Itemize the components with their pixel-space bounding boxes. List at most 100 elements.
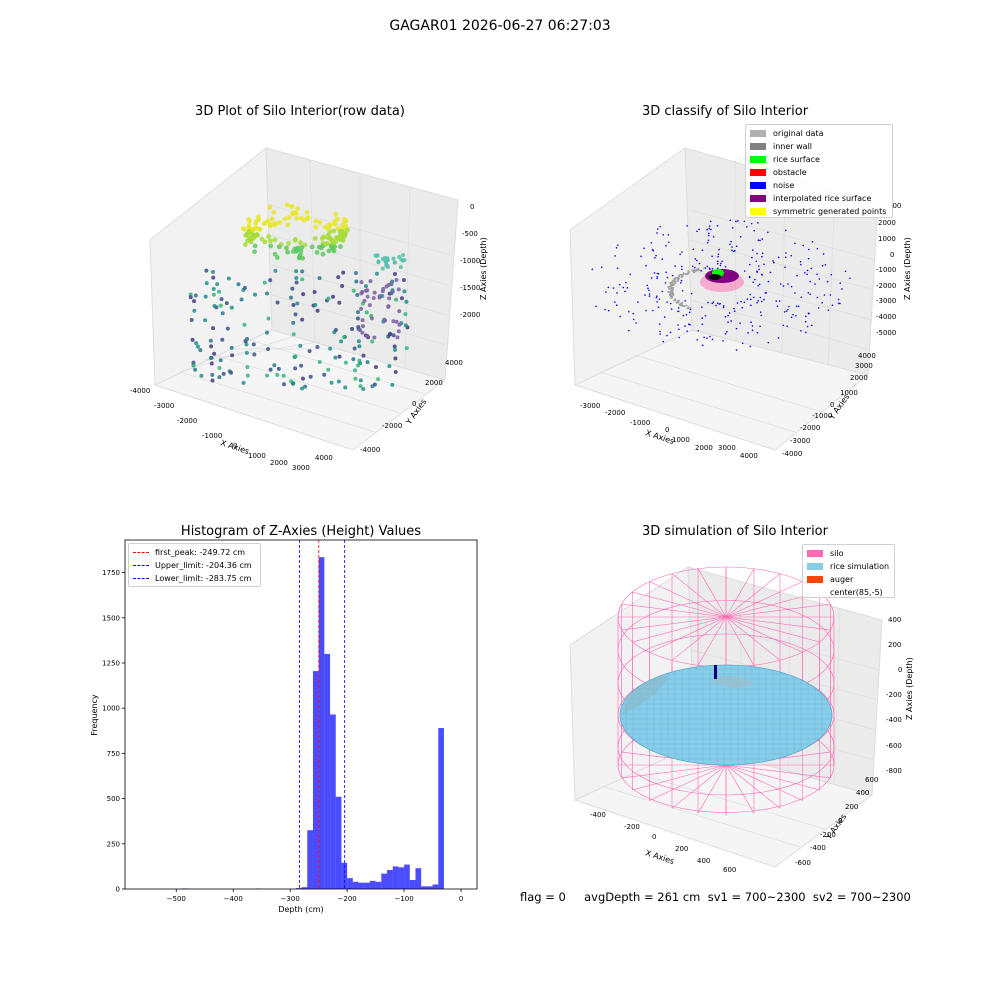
noise-point bbox=[731, 246, 733, 248]
silo-spoke bbox=[697, 616, 727, 666]
noise-point bbox=[707, 301, 709, 304]
noise-point bbox=[787, 283, 789, 285]
noise-point bbox=[707, 234, 710, 237]
noise-point bbox=[666, 276, 669, 279]
raw-point bbox=[317, 276, 322, 281]
raw-point bbox=[256, 226, 262, 232]
raw-point bbox=[387, 296, 392, 301]
legend-color-swatch bbox=[750, 169, 766, 176]
noise-point bbox=[734, 249, 736, 252]
noise-point bbox=[826, 280, 829, 283]
raw-point bbox=[289, 204, 295, 210]
raw-point bbox=[312, 236, 318, 241]
raw-point bbox=[290, 249, 296, 254]
noise-point bbox=[607, 309, 610, 312]
raw-point bbox=[209, 344, 214, 349]
raw-point bbox=[290, 286, 295, 291]
simulation-legend-item: center(85,-5) bbox=[807, 586, 890, 599]
histogram-ylabel: Frequency bbox=[90, 694, 99, 736]
noise-point bbox=[614, 301, 616, 303]
noise-point bbox=[662, 233, 665, 236]
noise-point bbox=[733, 310, 736, 313]
raw-point bbox=[391, 256, 396, 261]
noise-point bbox=[724, 332, 727, 335]
noise-point bbox=[839, 302, 841, 305]
noise-point bbox=[643, 247, 645, 250]
noise-point bbox=[656, 295, 658, 297]
legend-color-swatch bbox=[750, 208, 766, 215]
raw-point bbox=[211, 275, 216, 280]
raw-ztick: 0 bbox=[470, 203, 474, 211]
histogram-ytick-label: 750 bbox=[107, 750, 120, 758]
raw-point bbox=[210, 372, 215, 377]
raw-point bbox=[350, 327, 355, 332]
cls-ztick: 1000 bbox=[878, 235, 896, 243]
cls-zlabel: Z Axies (Depth) bbox=[903, 237, 912, 300]
noise-point bbox=[817, 307, 820, 309]
raw-point bbox=[309, 244, 315, 250]
histogram-title: Histogram of Z-Axies (Height) Values bbox=[180, 524, 422, 539]
raw-point bbox=[281, 382, 286, 387]
noise-point bbox=[632, 318, 635, 321]
noise-point bbox=[709, 220, 712, 223]
raw-point bbox=[355, 316, 360, 321]
noise-point bbox=[750, 321, 752, 323]
simulation-legend-item: auger bbox=[807, 573, 890, 586]
noise-point bbox=[650, 277, 653, 279]
noise-point bbox=[761, 252, 764, 255]
noise-point bbox=[640, 255, 642, 258]
raw-point bbox=[396, 329, 401, 334]
noise-point bbox=[746, 298, 749, 300]
original-point bbox=[676, 278, 679, 281]
raw-point bbox=[361, 353, 366, 358]
noise-point bbox=[751, 325, 754, 327]
noise-point bbox=[693, 266, 696, 269]
raw-point bbox=[275, 372, 280, 377]
noise-point bbox=[775, 300, 778, 302]
raw-point bbox=[304, 209, 310, 215]
noise-point bbox=[747, 332, 749, 334]
noise-point bbox=[756, 301, 758, 304]
raw-point bbox=[294, 216, 300, 221]
noise-point bbox=[706, 228, 709, 231]
sim-ztick: -600 bbox=[886, 742, 902, 750]
noise-point bbox=[656, 272, 659, 275]
raw-point bbox=[326, 248, 332, 254]
sim-ytick: -600 bbox=[795, 859, 811, 867]
raw-point bbox=[326, 367, 331, 372]
sim-ytick: -200 bbox=[820, 831, 836, 839]
raw-point bbox=[251, 342, 256, 347]
raw-point bbox=[383, 318, 388, 323]
noise-point bbox=[669, 302, 672, 305]
noise-point bbox=[604, 308, 606, 311]
noise-point bbox=[624, 290, 626, 293]
noise-point bbox=[824, 264, 827, 266]
histogram-bar bbox=[312, 671, 319, 889]
noise-point bbox=[799, 263, 802, 266]
noise-point bbox=[740, 300, 742, 303]
noise-point bbox=[701, 323, 704, 326]
noise-point bbox=[760, 300, 763, 303]
raw-zlabel: Z Axies (Depth) bbox=[479, 237, 488, 300]
noise-point bbox=[648, 293, 651, 295]
noise-point bbox=[797, 305, 800, 308]
noise-point bbox=[727, 321, 729, 323]
raw-point bbox=[192, 308, 197, 313]
silo-spoke bbox=[621, 616, 727, 631]
raw-point bbox=[193, 367, 198, 372]
original-point bbox=[692, 269, 695, 272]
legend-line-swatch bbox=[133, 552, 149, 553]
noise-point bbox=[800, 296, 803, 299]
raw-point bbox=[315, 308, 320, 313]
raw-point bbox=[245, 365, 250, 370]
original-point bbox=[669, 285, 672, 288]
raw-point bbox=[204, 268, 209, 273]
raw-point bbox=[341, 270, 346, 275]
noise-point bbox=[757, 239, 760, 242]
legend-color-swatch bbox=[807, 589, 823, 596]
raw-scatter-points bbox=[188, 202, 410, 391]
raw-point bbox=[336, 379, 341, 384]
raw-point bbox=[247, 218, 253, 224]
raw-point bbox=[211, 286, 216, 291]
raw-point bbox=[357, 344, 362, 349]
